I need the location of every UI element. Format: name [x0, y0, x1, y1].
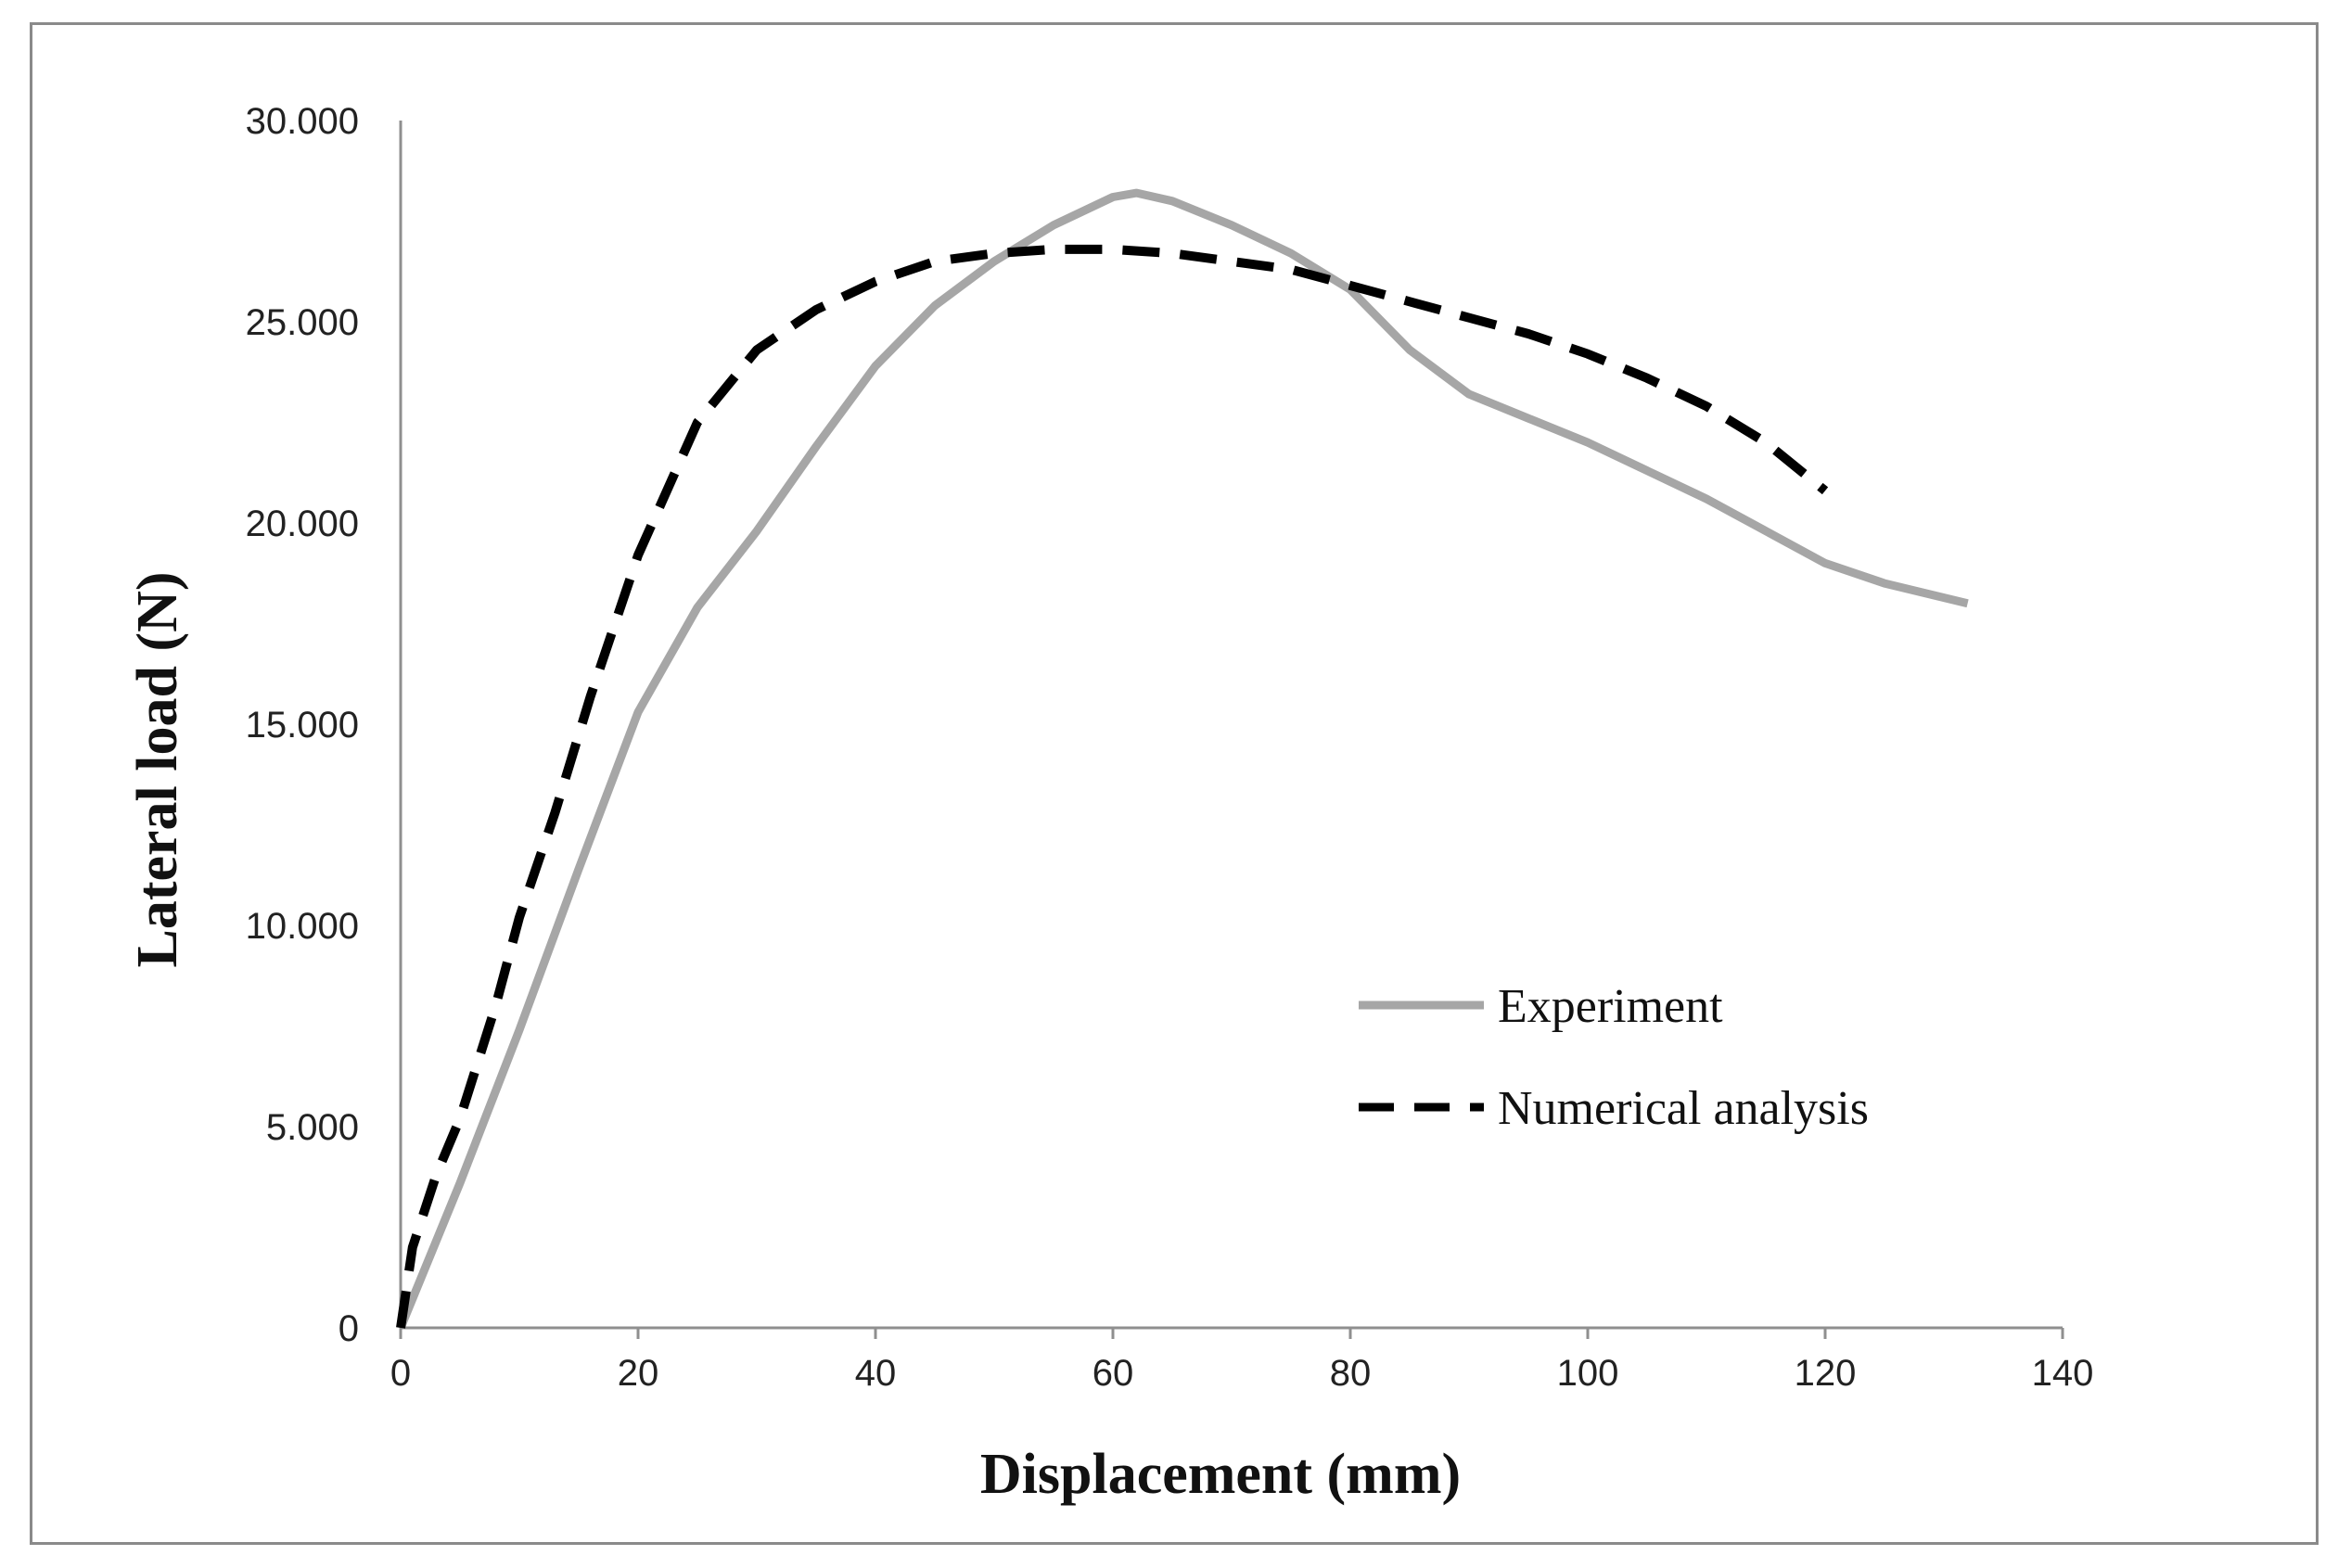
- y-tick-label: 25.000: [246, 302, 359, 343]
- y-tick-label: 0: [339, 1308, 359, 1349]
- y-tick-label: 30.000: [246, 101, 359, 142]
- series-line-numerical-analysis: [396, 244, 1829, 1329]
- x-tick-label: 60: [1092, 1353, 1134, 1394]
- axes: [399, 121, 2063, 1330]
- series-line-experiment: [396, 188, 1969, 1330]
- x-tick-label: 20: [618, 1353, 659, 1394]
- y-tick-label: 5.000: [266, 1107, 359, 1148]
- x-tick-label: 140: [2032, 1353, 2094, 1394]
- y-ticks: 0 5.000 10.000 15.000 20.000 25.000 30.000: [246, 101, 359, 1349]
- y-axis-title: Lateral load (N): [126, 571, 189, 967]
- x-ticks: 0 20 40 60 80 100 120 140: [390, 1328, 2094, 1394]
- x-tick-label: 120: [1795, 1353, 1857, 1394]
- y-tick-label: 20.000: [246, 504, 359, 544]
- y-tick-label: 10.000: [246, 906, 359, 947]
- x-tick-label: 100: [1557, 1353, 1619, 1394]
- legend-label-numerical-analysis: Numerical analysis: [1498, 1082, 1869, 1135]
- series-layer: [396, 188, 1969, 1330]
- legend: Experiment Numerical analysis: [1359, 980, 1869, 1135]
- chart-frame: [30, 22, 2319, 1545]
- y-tick-label: 15.000: [246, 705, 359, 746]
- x-tick-label: 80: [1330, 1353, 1372, 1394]
- x-axis-title: Displacement (mm): [980, 1443, 1461, 1506]
- legend-label-experiment: Experiment: [1498, 980, 1723, 1033]
- x-tick-label: 40: [855, 1353, 897, 1394]
- x-tick-label: 0: [390, 1353, 411, 1394]
